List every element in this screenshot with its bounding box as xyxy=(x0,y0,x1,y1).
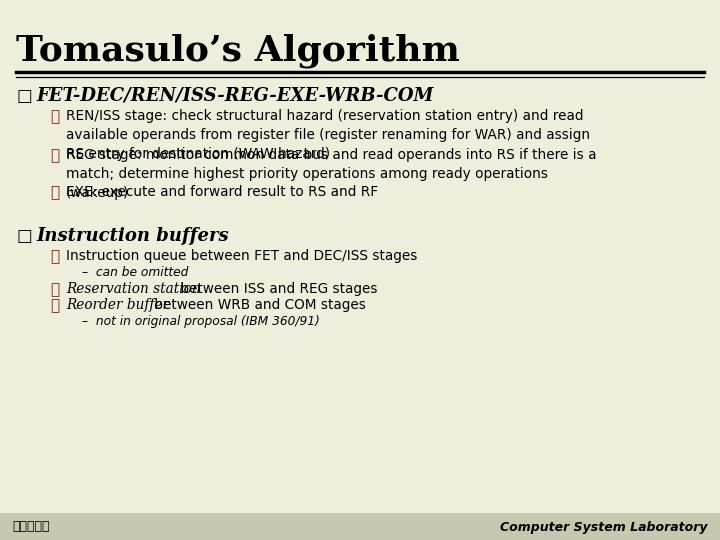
Text: EXE: execute and forward result to RS and RF: EXE: execute and forward result to RS an… xyxy=(66,185,378,199)
Text: Instruction buffers: Instruction buffers xyxy=(36,227,229,245)
Text: –  not in original proposal (IBM 360/91): – not in original proposal (IBM 360/91) xyxy=(82,315,320,328)
Text: –  can be omitted: – can be omitted xyxy=(82,266,189,279)
Text: □: □ xyxy=(16,227,32,245)
Text: □: □ xyxy=(16,87,32,105)
Text: ⓪: ⓪ xyxy=(50,282,59,297)
Text: REG stage: monitor common data bus and read operands into RS if there is a
match: REG stage: monitor common data bus and r… xyxy=(66,148,596,200)
Text: ⓪: ⓪ xyxy=(50,298,59,313)
Text: ⓪: ⓪ xyxy=(50,148,59,163)
Text: Instruction queue between FET and DEC/ISS stages: Instruction queue between FET and DEC/IS… xyxy=(66,249,418,263)
Text: REN/ISS stage: check structural hazard (reservation station entry) and read
avai: REN/ISS stage: check structural hazard (… xyxy=(66,109,590,161)
Text: Computer System Laboratory: Computer System Laboratory xyxy=(500,521,708,534)
Text: between ISS and REG stages: between ISS and REG stages xyxy=(176,282,377,296)
Bar xyxy=(0,513,720,540)
Text: Reorder buffer: Reorder buffer xyxy=(66,298,169,312)
Text: ⓪: ⓪ xyxy=(50,249,59,264)
Text: Tomasulo’s Algorithm: Tomasulo’s Algorithm xyxy=(16,33,460,68)
Text: Reservation station: Reservation station xyxy=(66,282,201,296)
Text: FET-DEC/REN/ISS-REG-EXE-WRB-COM: FET-DEC/REN/ISS-REG-EXE-WRB-COM xyxy=(36,87,433,105)
Text: ⓪: ⓪ xyxy=(50,109,59,124)
Text: 高麗大学校: 高麗大学校 xyxy=(12,521,50,534)
Text: between WRB and COM stages: between WRB and COM stages xyxy=(150,298,366,312)
Text: ⓪: ⓪ xyxy=(50,185,59,200)
